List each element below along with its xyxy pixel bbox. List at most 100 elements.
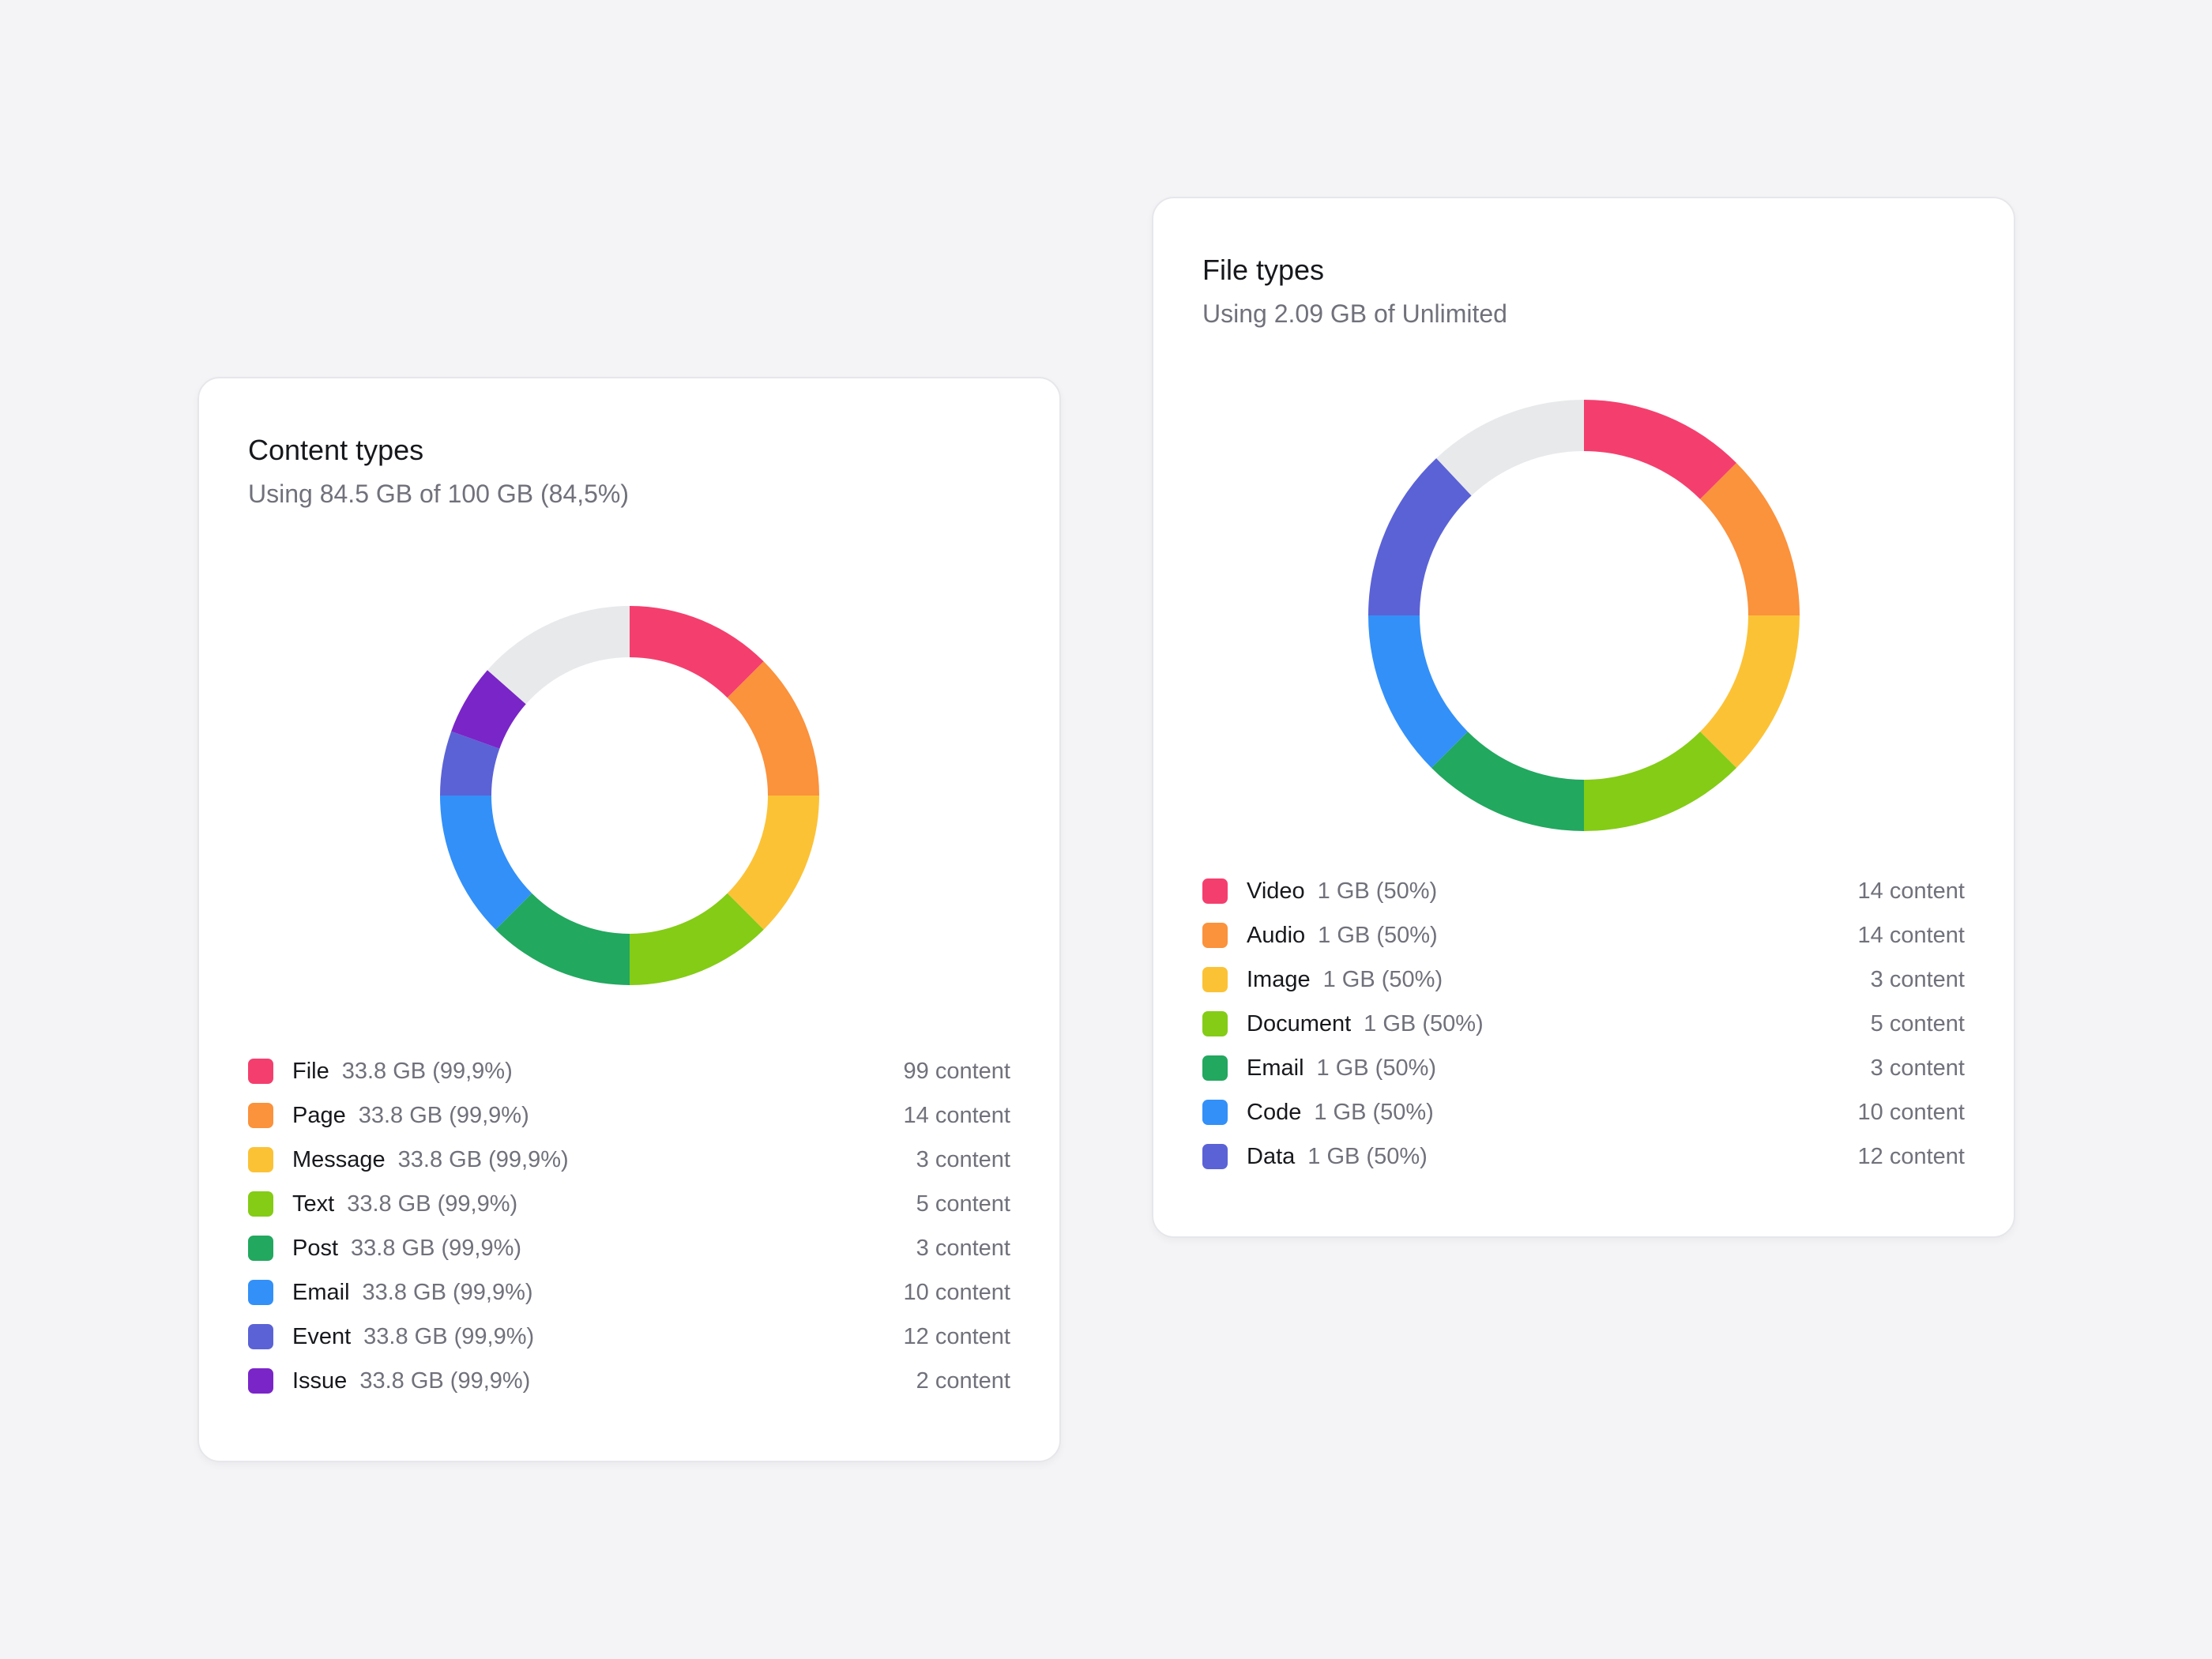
legend-count: 5 content — [1870, 1010, 1965, 1036]
legend-swatch — [1202, 1011, 1228, 1036]
legend-swatch — [248, 1103, 273, 1128]
legend-size: 33.8 GB (99,9%) — [341, 1058, 513, 1084]
legend-count: 10 content — [903, 1279, 1010, 1305]
legend-item-image: Image 1 GB (50%) 3 content — [1202, 957, 1965, 1002]
legend-size: 33.8 GB (99,9%) — [362, 1279, 533, 1305]
legend-size: 33.8 GB (99,9%) — [351, 1235, 522, 1261]
donut-slice-message — [727, 796, 819, 930]
legend-swatch — [248, 1059, 273, 1084]
legend-label: Event — [292, 1323, 352, 1349]
legend-swatch — [1202, 1100, 1228, 1125]
legend-size: 33.8 GB (99,9%) — [359, 1367, 531, 1394]
legend-label: Email — [292, 1279, 350, 1305]
legend-count: 10 content — [1857, 1099, 1965, 1125]
legend-count: 3 content — [1870, 1055, 1965, 1081]
legend-count: 3 content — [1870, 966, 1965, 992]
content-types-legend: File 33.8 GB (99,9%) 99 content Page 33.8 GB… — [248, 1049, 1010, 1403]
content-types-subtitle: Using 84.5 GB of 100 GB (84,5%) — [248, 480, 630, 508]
legend-item-text: Text 33.8 GB (99,9%) 5 content — [248, 1182, 1010, 1226]
donut-slice-page — [727, 661, 819, 796]
donut-slice-text — [630, 893, 764, 985]
file-types-subtitle: Using 2.09 GB of Unlimited — [1202, 299, 1507, 328]
legend-swatch — [248, 1280, 273, 1305]
legend-size: 1 GB (50%) — [1318, 922, 1438, 948]
legend-swatch — [1202, 1144, 1228, 1169]
legend-label: Audio — [1247, 922, 1306, 948]
legend-item-issue: Issue 33.8 GB (99,9%) 2 content — [248, 1359, 1010, 1403]
file-types-title: File types — [1202, 254, 1325, 286]
legend-count: 14 content — [1857, 878, 1965, 904]
legend-size: 33.8 GB (99,9%) — [397, 1146, 569, 1172]
legend-size: 33.8 GB (99,9%) — [363, 1323, 535, 1349]
legend-item-audio: Audio 1 GB (50%) 14 content — [1202, 913, 1965, 957]
legend-size: 1 GB (50%) — [1364, 1010, 1484, 1036]
legend-label: Data — [1247, 1143, 1296, 1169]
donut-slice-email — [440, 796, 532, 930]
legend-swatch — [248, 1324, 273, 1349]
file-types-donut — [1368, 400, 1800, 831]
legend-item-video: Video 1 GB (50%) 14 content — [1202, 869, 1965, 913]
donut-slice-document — [1584, 732, 1737, 831]
legend-size: 1 GB (50%) — [1316, 1055, 1437, 1081]
legend-item-email: Email 33.8 GB (99,9%) 10 content — [248, 1270, 1010, 1315]
file-types-legend: Video 1 GB (50%) 14 content Audio 1 GB (50%)… — [1202, 869, 1965, 1179]
legend-count: 3 content — [916, 1235, 1010, 1261]
legend-size: 1 GB (50%) — [1314, 1099, 1434, 1125]
legend-item-code: Code 1 GB (50%) 10 content — [1202, 1090, 1965, 1134]
legend-item-event: Event 33.8 GB (99,9%) 12 content — [248, 1315, 1010, 1359]
legend-count: 3 content — [916, 1146, 1010, 1172]
content-types-donut — [440, 606, 819, 985]
donut-slice-audio — [1700, 462, 1800, 615]
legend-swatch — [1202, 1055, 1228, 1081]
legend-item-message: Message 33.8 GB (99,9%) 3 content — [248, 1138, 1010, 1182]
legend-swatch — [1202, 923, 1228, 948]
legend-label: Document — [1247, 1010, 1352, 1036]
donut-slice-email — [1431, 732, 1584, 831]
legend-swatch — [1202, 967, 1228, 992]
content-types-card: Content types Using 84.5 GB of 100 GB (8… — [198, 377, 1061, 1462]
legend-swatch — [1202, 878, 1228, 904]
legend-swatch — [248, 1191, 273, 1217]
donut-slice-event — [440, 731, 500, 796]
file-types-card: File types Using 2.09 GB of Unlimited Vi… — [1152, 197, 2015, 1238]
legend-label: Post — [292, 1235, 339, 1261]
legend-swatch — [248, 1236, 273, 1261]
legend-swatch — [248, 1147, 273, 1172]
legend-item-email: Email 1 GB (50%) 3 content — [1202, 1046, 1965, 1090]
legend-label: Page — [292, 1102, 346, 1128]
legend-size: 33.8 GB (99,9%) — [347, 1191, 518, 1217]
legend-count: 12 content — [1857, 1143, 1965, 1169]
legend-label: Video — [1247, 878, 1305, 904]
legend-count: 12 content — [903, 1323, 1010, 1349]
legend-item-post: Post 33.8 GB (99,9%) 3 content — [248, 1226, 1010, 1270]
donut-slice-post — [495, 893, 630, 985]
content-types-title: Content types — [248, 434, 424, 466]
legend-label: Email — [1247, 1055, 1304, 1081]
legend-size: 1 GB (50%) — [1317, 878, 1438, 904]
legend-item-file: File 33.8 GB (99,9%) 99 content — [248, 1049, 1010, 1093]
donut-slice-data — [1368, 457, 1472, 615]
legend-label: File — [292, 1058, 329, 1084]
donut-slice-code — [1368, 615, 1468, 769]
donut-slice-unused — [487, 606, 630, 705]
legend-count: 14 content — [1857, 922, 1965, 948]
legend-count: 99 content — [903, 1058, 1010, 1084]
legend-label: Issue — [292, 1367, 348, 1394]
legend-count: 2 content — [916, 1367, 1010, 1394]
legend-size: 1 GB (50%) — [1322, 966, 1443, 992]
legend-label: Image — [1247, 966, 1311, 992]
legend-swatch — [248, 1368, 273, 1394]
legend-count: 5 content — [916, 1191, 1010, 1217]
legend-count: 14 content — [903, 1102, 1010, 1128]
donut-slice-video — [1584, 400, 1737, 499]
donut-slice-unused — [1436, 400, 1584, 496]
legend-item-data: Data 1 GB (50%) 12 content — [1202, 1134, 1965, 1179]
legend-label: Message — [292, 1146, 386, 1172]
legend-item-document: Document 1 GB (50%) 5 content — [1202, 1002, 1965, 1046]
donut-slice-issue — [451, 670, 526, 749]
legend-label: Text — [292, 1191, 335, 1217]
legend-label: Code — [1247, 1099, 1302, 1125]
legend-size: 33.8 GB (99,9%) — [358, 1102, 529, 1128]
legend-item-page: Page 33.8 GB (99,9%) 14 content — [248, 1093, 1010, 1138]
donut-slice-file — [630, 606, 764, 698]
